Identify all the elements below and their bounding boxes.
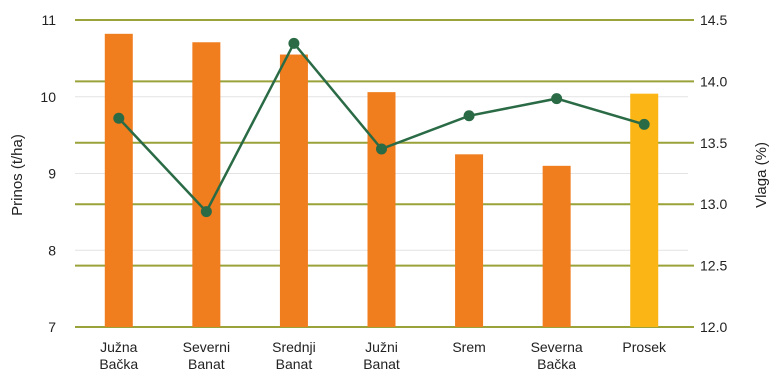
category-label: Južni: [365, 339, 398, 355]
left-tick-label: 10: [40, 89, 56, 105]
category-label: Bačka: [537, 356, 576, 372]
bar: [192, 42, 221, 327]
right-tick-label: 12.5: [700, 258, 727, 274]
left-axis-title: Prinos (t/ha): [9, 134, 26, 216]
moisture-point: [551, 93, 563, 105]
category-labels: JužnaBačkaSeverniBanatSrednjiBanatJužniB…: [99, 339, 667, 372]
category-label: Banat: [363, 356, 400, 372]
category-label: Severni: [183, 339, 230, 355]
left-axis-ticks: 7 8 9 10 11: [40, 12, 56, 335]
right-tick-label: 13.0: [700, 196, 727, 212]
bar: [630, 93, 659, 328]
moisture-point: [463, 110, 475, 122]
right-axis-ticks: 12.0 12.5 13.0 13.5 14.0 14.5: [700, 12, 727, 335]
moisture-point: [200, 206, 212, 218]
left-tick-label: 8: [48, 242, 56, 258]
right-tick-label: 12.0: [700, 319, 727, 335]
bar: [455, 154, 484, 327]
moisture-point: [288, 37, 300, 49]
right-tick-label: 14.5: [700, 12, 727, 28]
left-tick-label: 7: [48, 319, 56, 335]
right-tick-label: 13.5: [700, 135, 727, 151]
bar: [104, 33, 133, 327]
bar: [367, 92, 396, 328]
category-label: Severna: [531, 339, 583, 355]
moisture-line: [113, 37, 650, 218]
moisture-point: [638, 118, 650, 130]
category-label: Prosek: [622, 339, 667, 355]
category-label: Banat: [276, 356, 313, 372]
category-label: Banat: [188, 356, 225, 372]
left-tick-label: 11: [41, 12, 56, 28]
moisture-point: [376, 143, 387, 155]
category-label: Srem: [452, 339, 485, 355]
category-label: Srednji: [272, 339, 316, 355]
category-label: Južna: [100, 339, 138, 355]
moisture-point: [113, 112, 125, 124]
bar: [542, 165, 571, 327]
right-tick-label: 14.0: [700, 73, 727, 89]
category-label: Bačka: [99, 356, 138, 372]
bars: [104, 33, 659, 328]
bar: [279, 54, 308, 327]
right-axis-title: Vlaga (%): [753, 142, 770, 208]
left-tick-label: 9: [48, 166, 56, 182]
